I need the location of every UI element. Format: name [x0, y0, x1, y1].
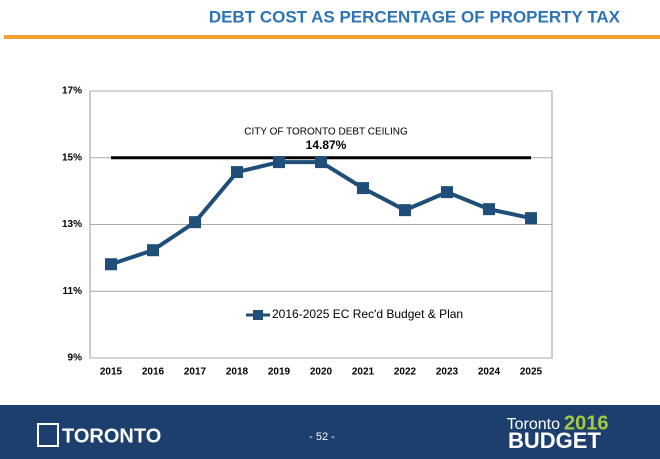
- footer-budget: BUDGET: [508, 428, 601, 453]
- x-tick-label: 2023: [436, 367, 459, 378]
- data-point: [231, 166, 243, 179]
- logo-icon: [37, 423, 59, 447]
- legend-label: 2016-2025 EC Rec'd Budget & Plan: [272, 307, 463, 321]
- y-tick-label: 15%: [62, 152, 82, 163]
- data-point: [273, 156, 285, 169]
- x-tick-label: 2022: [394, 367, 417, 378]
- data-point: [525, 212, 537, 225]
- data-point: [483, 203, 495, 216]
- x-tick-label: 2015: [100, 367, 123, 378]
- data-point: [147, 244, 159, 257]
- footer-logo: TORONTO: [62, 425, 161, 447]
- ceiling-label: CITY OF TORONTO DEBT CEILING: [244, 126, 408, 137]
- data-point: [357, 182, 369, 195]
- x-tick-label: 2025: [520, 367, 543, 378]
- data-point: [189, 216, 201, 229]
- footer-band: [0, 405, 660, 459]
- y-tick-label: 11%: [63, 286, 83, 297]
- x-tick-label: 2024: [478, 367, 501, 378]
- data-point: [441, 186, 453, 199]
- footer-brand: Toronto: [507, 416, 560, 433]
- x-tick-label: 2017: [184, 367, 207, 378]
- y-tick-label: 13%: [62, 219, 82, 230]
- x-tick-label: 2020: [310, 367, 333, 378]
- legend-marker: [253, 310, 263, 320]
- slide-title: DEBT COST AS PERCENTAGE OF PROPERTY TAX: [209, 7, 621, 26]
- footer-year: 2016: [564, 412, 609, 434]
- data-point: [399, 204, 411, 217]
- y-tick-label: 9%: [68, 353, 83, 364]
- x-tick-label: 2018: [226, 367, 249, 378]
- x-tick-label: 2016: [142, 367, 165, 378]
- page-number: - 52 -: [309, 431, 335, 443]
- x-tick-label: 2019: [268, 367, 291, 378]
- y-tick-label: 17%: [62, 86, 82, 97]
- x-tick-label: 2021: [352, 367, 375, 378]
- data-point: [105, 258, 117, 271]
- title-rule: [4, 35, 660, 39]
- data-point: [315, 156, 327, 169]
- peak-label: 14.87%: [306, 138, 347, 152]
